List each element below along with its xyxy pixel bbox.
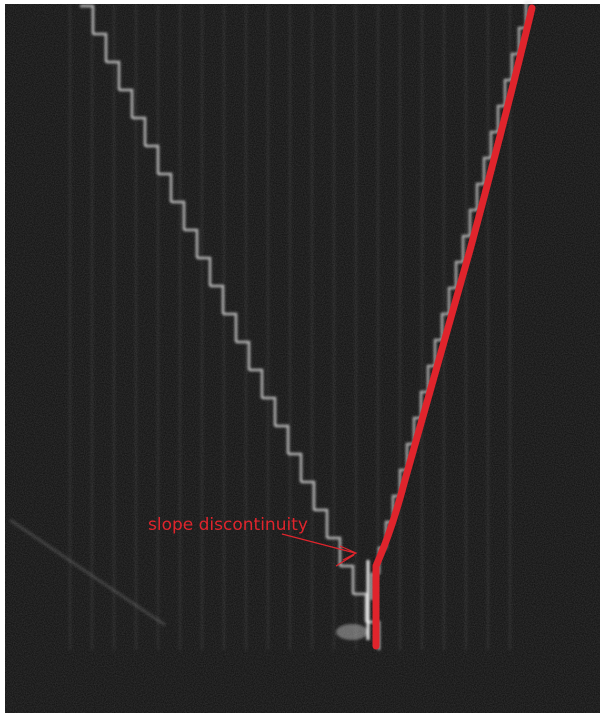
red-trace	[372, 4, 536, 650]
stair-step	[475, 182, 484, 210]
stair-step	[489, 130, 498, 158]
stair-step	[288, 452, 303, 482]
streak	[9, 518, 166, 627]
stair-step	[93, 32, 108, 62]
stair-step	[236, 340, 251, 370]
stair-step	[503, 78, 512, 106]
stair-step	[440, 312, 449, 340]
stair-step	[275, 424, 290, 454]
stair-step	[327, 536, 342, 566]
stair-step	[106, 60, 121, 90]
stair-step	[340, 564, 355, 594]
stair-step	[353, 592, 368, 622]
stair-step	[419, 390, 428, 418]
stair-step	[262, 396, 277, 426]
stair-step	[197, 256, 212, 286]
stair-step	[184, 228, 199, 258]
stair-step	[80, 4, 95, 34]
staircase-pattern	[9, 0, 533, 650]
stair-step	[158, 172, 173, 202]
stair-step	[454, 260, 463, 288]
stair-step	[145, 144, 160, 174]
stair-step	[433, 338, 442, 366]
stair-step	[223, 312, 238, 342]
stair-step	[132, 116, 147, 146]
annotation-arrow	[281, 533, 358, 567]
stair-step	[119, 88, 134, 118]
stair-step	[301, 480, 316, 510]
stair-step	[510, 52, 519, 80]
stair-step	[210, 284, 225, 314]
stair-step	[249, 368, 264, 398]
stair-step	[482, 156, 491, 184]
stair-step	[171, 200, 186, 230]
stair-step	[468, 208, 477, 236]
stair-step	[496, 104, 505, 132]
stair-step	[314, 508, 329, 538]
bright-spot	[336, 624, 368, 640]
stair-step	[426, 364, 435, 392]
annotation-label: slope discontinuity	[148, 515, 308, 535]
stair-step	[461, 234, 470, 262]
stair-step	[447, 286, 456, 314]
